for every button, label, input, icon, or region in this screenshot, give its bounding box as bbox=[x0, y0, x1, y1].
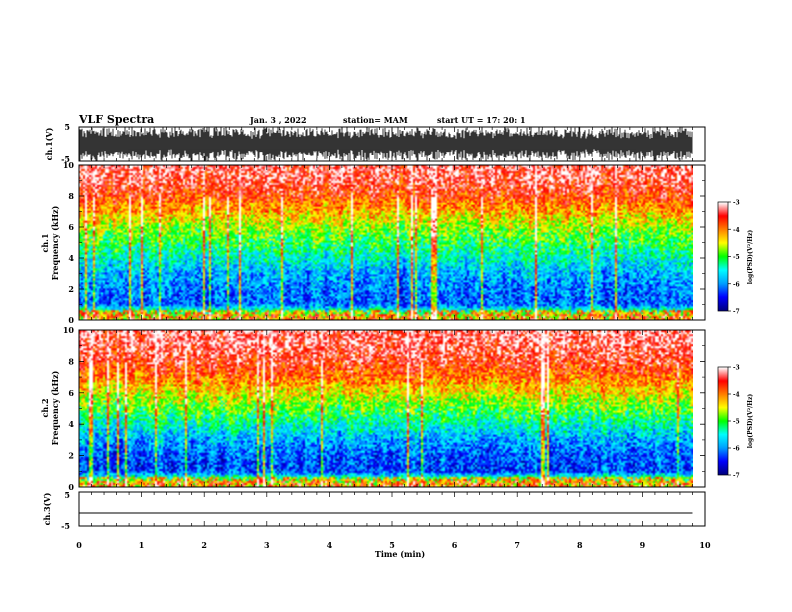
xtick-label: 1 bbox=[139, 540, 145, 550]
ch1-colorbar-ticks: -3 -4 -5 -6 -7 bbox=[728, 200, 740, 316]
colorbar-tick-label: -3 bbox=[733, 200, 740, 207]
ytick-label: 2 bbox=[68, 451, 74, 461]
colorbar-tick-label: -3 bbox=[733, 365, 740, 372]
ch1-waveform-panel: 5 -5 ch.1(V) bbox=[44, 122, 706, 164]
ch1-waveform-trace bbox=[79, 127, 693, 161]
ch2-spectrogram-ylabel-channel: ch.2 bbox=[40, 398, 50, 417]
xtick-label: 5 bbox=[389, 540, 395, 550]
ch1-waveform-path bbox=[79, 127, 693, 161]
ch1-colorbar-label: log(PSD)(V²/Hz) bbox=[747, 230, 754, 285]
xtick-label: 9 bbox=[640, 540, 646, 550]
ch1-spectrogram-ylabel-frequency: Frequency (kHz) bbox=[50, 205, 60, 280]
colorbar-tick-label: -5 bbox=[733, 419, 740, 426]
header-date: Jan. 3 , 2022 bbox=[249, 115, 307, 125]
colorbar-tick-label: -6 bbox=[733, 446, 740, 453]
xtick-label: 2 bbox=[201, 540, 207, 550]
ch1-spectrogram-ylabel-channel: ch.1 bbox=[40, 233, 50, 252]
xtick-label: 0 bbox=[76, 540, 82, 550]
ch3-ytick-top: 5 bbox=[64, 490, 70, 500]
ytick-label: 6 bbox=[68, 388, 74, 398]
header-start-time: start UT = 17: 20: 1 bbox=[437, 115, 526, 125]
xtick-label: 7 bbox=[514, 540, 520, 550]
colorbar-tick-label: -5 bbox=[733, 254, 740, 261]
ytick-label: 6 bbox=[68, 222, 74, 232]
ytick-label: 0 bbox=[68, 315, 74, 325]
xtick-label: 10 bbox=[699, 540, 711, 550]
figure-title: VLF Spectra bbox=[78, 113, 154, 126]
colorbar-tick-label: -6 bbox=[733, 281, 740, 288]
ytick-label: 10 bbox=[63, 160, 75, 170]
header-station: station= MAM bbox=[343, 115, 408, 125]
ch1-spectrogram-yticks: 0 2 4 6 8 10 bbox=[63, 160, 705, 325]
ch2-spectrogram-image bbox=[79, 330, 693, 487]
ch1-ytick-bottom: -5 bbox=[61, 154, 70, 164]
ch1-colorbar bbox=[718, 202, 728, 311]
xtick-label: 8 bbox=[577, 540, 583, 550]
ytick-label: 10 bbox=[63, 325, 75, 335]
ytick-label: 2 bbox=[68, 284, 74, 294]
colorbar-tick-label: -7 bbox=[733, 309, 740, 316]
ch3-waveform-frame bbox=[78, 491, 706, 527]
colorbar-tick-label: -4 bbox=[733, 392, 740, 399]
ch1-waveform-ylabel: ch.1(V) bbox=[44, 127, 54, 160]
ytick-label: 4 bbox=[68, 253, 74, 263]
xtick-label: 3 bbox=[264, 540, 270, 550]
ch3-ytick-bottom: -5 bbox=[61, 521, 70, 531]
ytick-label: 4 bbox=[68, 419, 74, 429]
ch2-spectrogram-ylabel-frequency: Frequency (kHz) bbox=[50, 370, 60, 445]
ch2-colorbar-label: log(PSD)(V²/Hz) bbox=[747, 394, 754, 449]
ytick-label: 8 bbox=[68, 356, 74, 366]
ch2-colorbar-ticks: -3 -4 -5 -6 -7 bbox=[728, 365, 740, 480]
ch1-spectrogram-image bbox=[79, 165, 693, 320]
xtick-label: 6 bbox=[452, 540, 458, 550]
ch1-ytick-top: 5 bbox=[64, 122, 70, 132]
ytick-label: 0 bbox=[68, 482, 74, 492]
time-axis-tick-labels: 0 1 2 3 4 5 6 7 8 9 10 bbox=[76, 540, 711, 550]
ch2-spectrogram-yticks: 0 2 4 6 8 10 bbox=[63, 325, 705, 492]
colorbar-tick-label: -4 bbox=[733, 227, 740, 234]
time-axis-ticks bbox=[78, 127, 706, 526]
colorbar-tick-label: -7 bbox=[733, 473, 740, 480]
ch3-waveform-ylabel: ch.3(V) bbox=[42, 492, 52, 525]
time-axis-label: Time (min) bbox=[375, 549, 425, 559]
xtick-label: 4 bbox=[327, 540, 333, 550]
ch2-colorbar bbox=[718, 367, 728, 475]
ytick-label: 8 bbox=[68, 191, 74, 201]
